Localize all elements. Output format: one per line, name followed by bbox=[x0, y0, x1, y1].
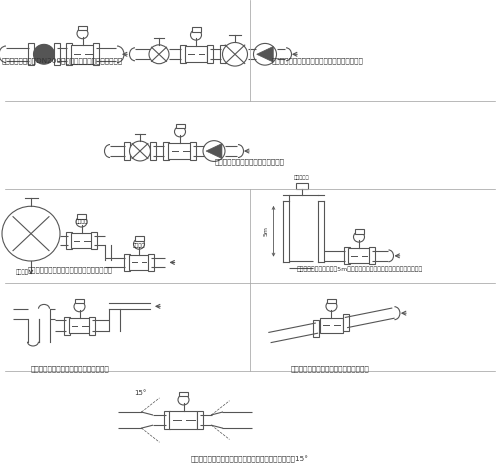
Text: 在大口径流量计（DN200以上）安装管线上要加弹性管件: 在大口径流量计（DN200以上）安装管线上要加弹性管件 bbox=[2, 58, 123, 64]
Bar bbox=[66, 43, 72, 65]
Bar bbox=[192, 27, 200, 32]
Bar bbox=[124, 142, 130, 160]
Bar bbox=[327, 299, 336, 303]
Text: 5m: 5m bbox=[264, 226, 269, 236]
Bar bbox=[163, 142, 169, 160]
Bar bbox=[134, 236, 143, 241]
Bar bbox=[92, 43, 98, 65]
Bar bbox=[68, 318, 90, 333]
Circle shape bbox=[354, 232, 364, 242]
Circle shape bbox=[130, 141, 150, 161]
Bar bbox=[180, 45, 186, 63]
Bar bbox=[66, 232, 72, 249]
Bar bbox=[176, 124, 184, 128]
Bar bbox=[207, 45, 213, 63]
Bar bbox=[148, 254, 154, 271]
Bar bbox=[314, 320, 320, 337]
Bar bbox=[196, 411, 202, 429]
Polygon shape bbox=[256, 46, 274, 62]
Text: 为避免夹附气体引起测量误差，流量计的安装: 为避免夹附气体引起测量误差，流量计的安装 bbox=[28, 267, 112, 273]
Circle shape bbox=[174, 126, 186, 137]
Circle shape bbox=[149, 45, 169, 64]
Bar bbox=[220, 45, 226, 63]
Bar bbox=[368, 247, 374, 264]
Bar bbox=[168, 143, 192, 159]
Text: 为防止真空，流量计应装在泵的后面: 为防止真空，流量计应装在泵的后面 bbox=[215, 158, 285, 165]
Bar bbox=[64, 317, 70, 335]
Bar bbox=[90, 232, 96, 249]
Circle shape bbox=[222, 42, 248, 66]
Circle shape bbox=[178, 395, 189, 405]
Circle shape bbox=[74, 301, 85, 312]
Bar bbox=[344, 247, 349, 264]
Circle shape bbox=[77, 28, 88, 39]
Bar bbox=[296, 183, 308, 189]
Circle shape bbox=[34, 44, 54, 64]
Text: 15°: 15° bbox=[134, 389, 146, 396]
Bar bbox=[150, 142, 156, 160]
Bar bbox=[129, 255, 149, 270]
Text: 自动排气阀: 自动排气阀 bbox=[294, 175, 310, 180]
Text: 最优位置: 最优位置 bbox=[75, 219, 88, 224]
Bar bbox=[179, 392, 188, 396]
Bar bbox=[354, 229, 364, 234]
Bar bbox=[320, 318, 343, 333]
Circle shape bbox=[2, 206, 60, 261]
Bar bbox=[28, 43, 34, 65]
Text: 朝口浸入或排放流量计安装在管道低段区: 朝口浸入或排放流量计安装在管道低段区 bbox=[30, 366, 110, 372]
Bar bbox=[190, 142, 196, 160]
Text: 向下管道: 向下管道 bbox=[16, 270, 28, 275]
Bar bbox=[170, 411, 198, 429]
Bar bbox=[124, 254, 130, 271]
Bar bbox=[54, 43, 60, 65]
Bar bbox=[75, 299, 84, 303]
Bar bbox=[70, 233, 92, 248]
Circle shape bbox=[254, 43, 276, 65]
Text: 合理位置: 合理位置 bbox=[133, 243, 145, 248]
Bar bbox=[89, 317, 95, 335]
Circle shape bbox=[76, 217, 87, 227]
Circle shape bbox=[190, 30, 202, 40]
Bar bbox=[348, 248, 370, 263]
Text: 长管线上控制阀和切断阀要安装在流量计的下游: 长管线上控制阀和切断阀要安装在流量计的下游 bbox=[272, 58, 364, 64]
Bar bbox=[344, 314, 349, 331]
Bar bbox=[78, 26, 87, 30]
Bar bbox=[185, 46, 207, 62]
Bar bbox=[77, 214, 86, 219]
Bar bbox=[70, 45, 94, 64]
Text: 水平管道流量计安装在稍稍倾上的管道区: 水平管道流量计安装在稍稍倾上的管道区 bbox=[290, 366, 370, 372]
Circle shape bbox=[326, 301, 337, 312]
Text: 为防止真空，落差管超过5m长时要在流量计下流最高位置上装自动排气阀: 为防止真空，落差管超过5m长时要在流量计下流最高位置上装自动排气阀 bbox=[297, 267, 423, 272]
Circle shape bbox=[203, 141, 225, 161]
Text: 流量计上下游管道为异径管时，异径管中心锥角应小于15°: 流量计上下游管道为异径管时，异径管中心锥角应小于15° bbox=[191, 455, 309, 463]
Polygon shape bbox=[206, 143, 222, 159]
Bar bbox=[164, 411, 170, 429]
Circle shape bbox=[134, 239, 144, 249]
